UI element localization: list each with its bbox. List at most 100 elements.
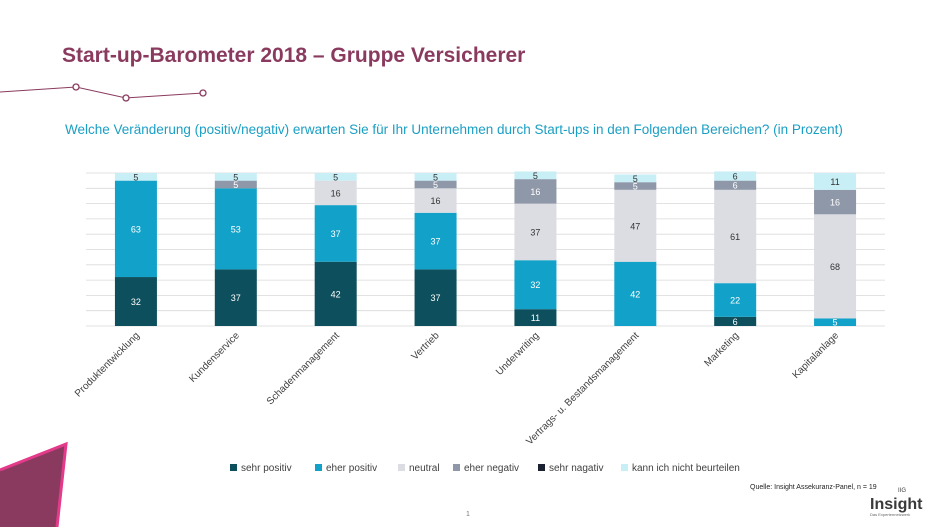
data-label: 61 — [730, 232, 740, 242]
x-axis-labels: Produktentwicklung Kundenservice Schadenma… — [73, 330, 842, 447]
bar-vertrags-u-bestandsmanagement-neutral — [614, 189, 657, 262]
data-label: 5 — [633, 174, 638, 184]
legend-label: neutral — [409, 463, 440, 474]
data-label: 5 — [833, 318, 838, 328]
decorative-corner-shape — [0, 441, 68, 527]
data-label: 5 — [433, 180, 438, 190]
data-label: 5 — [533, 171, 538, 181]
data-label: 37 — [331, 229, 341, 239]
gridlines — [86, 172, 885, 327]
bar-marketing-eher-negativ — [714, 180, 757, 190]
data-label: 6 — [733, 317, 738, 327]
bar-schadenmanagement-eher-positiv — [314, 205, 357, 262]
data-label: 68 — [830, 262, 840, 272]
data-label: 63 — [131, 224, 141, 234]
bar-schadenmanagement-kann-ich-nicht-beurteilen — [314, 173, 357, 181]
bars — [114, 171, 857, 326]
x-tick-label: Produktentwicklung — [73, 330, 142, 399]
bar-underwriting-eher-negativ — [514, 179, 557, 204]
data-label: 6 — [733, 181, 738, 191]
data-label: 16 — [331, 188, 341, 198]
bar-kundenservice-sehr-positiv — [214, 269, 257, 326]
data-label: 53 — [231, 224, 241, 234]
legend-swatch — [230, 464, 237, 471]
decorative-line — [0, 83, 207, 102]
bar-underwriting-eher-positiv — [514, 260, 557, 310]
bar-vertrieb-eher-negativ — [414, 180, 457, 189]
x-tick-label: Kapitalanlage — [791, 330, 842, 381]
bar-vertrags-u-bestandsmanagement-eher-negativ — [614, 182, 657, 190]
bar-vertrags-u-bestandsmanagement-eher-positiv — [614, 261, 657, 326]
data-label: 22 — [730, 295, 740, 305]
logo-word: Insight — [870, 496, 923, 513]
legend-swatch — [315, 464, 322, 471]
x-tick-label: Vertrags- u. Bestandsmanagement — [524, 330, 641, 447]
bar-vertrieb-neutral — [414, 188, 457, 213]
data-label: 5 — [633, 182, 638, 192]
data-label: 32 — [131, 297, 141, 307]
legend: sehr positiv eher positiv neutral eher nega… — [230, 463, 740, 474]
bar-underwriting-neutral — [514, 203, 557, 261]
x-tick-label: Kundenservice — [187, 330, 242, 385]
legend-swatch — [398, 464, 405, 471]
data-label: 16 — [830, 198, 840, 208]
insight-logo: IIG Insight Das Expertennetzwerk — [870, 488, 923, 517]
bar-underwriting-sehr-positiv — [514, 309, 557, 326]
bar-kapitalanlage-neutral — [814, 214, 857, 319]
bar-kundenservice-eher-positiv — [214, 188, 257, 270]
data-label: 5 — [233, 172, 238, 182]
data-label: 5 — [333, 172, 338, 182]
legend-label: eher negativ — [464, 463, 519, 474]
bar-marketing-neutral — [714, 189, 757, 284]
data-label: 37 — [231, 293, 241, 303]
page-title: Start-up-Barometer 2018 – Gruppe Versich… — [62, 44, 526, 67]
logo-mark: IIG — [898, 488, 907, 494]
bar-kapitalanlage-eher-positiv — [814, 318, 857, 326]
bar-schadenmanagement-sehr-positiv — [314, 261, 357, 326]
legend-swatch — [621, 464, 628, 471]
x-tick-label: Marketing — [702, 330, 741, 369]
data-label: 37 — [431, 237, 441, 247]
logo-tagline: Das Expertennetzwerk — [870, 512, 911, 517]
value-labels: 3263537535542371653737165511323716542475… — [131, 171, 840, 328]
x-tick-label: Underwriting — [494, 330, 541, 377]
bar-marketing-sehr-positiv — [714, 316, 757, 326]
data-label: 11 — [830, 177, 839, 187]
bar-vertrieb-kann-ich-nicht-beurteilen — [414, 173, 457, 181]
bar-kundenservice-eher-negativ — [214, 180, 257, 189]
data-label: 37 — [431, 293, 441, 303]
data-label: 32 — [530, 280, 540, 290]
bar-marketing-kann-ich-nicht-beurteilen — [714, 171, 757, 181]
x-tick-label: Vertrieb — [410, 330, 442, 362]
legend-swatch — [453, 464, 460, 471]
legend-label: kann ich nicht beurteilen — [632, 463, 740, 474]
legend-swatch — [538, 464, 545, 471]
bar-vertrieb-sehr-positiv — [414, 269, 457, 326]
data-label: 16 — [530, 187, 540, 197]
data-label: 5 — [233, 180, 238, 190]
bar-vertrieb-eher-positiv — [414, 212, 457, 270]
legend-label: sehr nagativ — [549, 463, 603, 474]
bar-kundenservice-kann-ich-nicht-beurteilen — [214, 173, 257, 181]
x-tick-label: Schadenmanagement — [265, 330, 342, 407]
bar-underwriting-kann-ich-nicht-beurteilen — [514, 171, 557, 180]
bar-kapitalanlage-kann-ich-nicht-beurteilen — [814, 173, 857, 190]
legend-label: sehr positiv — [241, 463, 292, 474]
bar-produktentwicklung-kann-ich-nicht-beurteilen — [114, 173, 157, 181]
data-label: 5 — [133, 172, 138, 182]
bar-schadenmanagement-neutral — [314, 180, 357, 206]
page-number: 1 — [466, 511, 470, 518]
bar-kapitalanlage-eher-negativ — [814, 189, 857, 215]
data-label: 11 — [531, 313, 540, 323]
data-label: 5 — [433, 172, 438, 182]
data-label: 37 — [530, 227, 540, 237]
bar-marketing-eher-positiv — [714, 283, 757, 317]
chart-question: Welche Veränderung (positiv/negativ) erw… — [65, 122, 843, 137]
data-label: 6 — [733, 172, 738, 182]
data-label: 16 — [431, 196, 441, 206]
bar-produktentwicklung-eher-positiv — [114, 180, 157, 278]
data-label: 42 — [630, 289, 640, 299]
data-label: 47 — [630, 221, 640, 231]
source-note: Quelle: Insight Assekuranz-Panel, n = 19 — [750, 484, 877, 491]
